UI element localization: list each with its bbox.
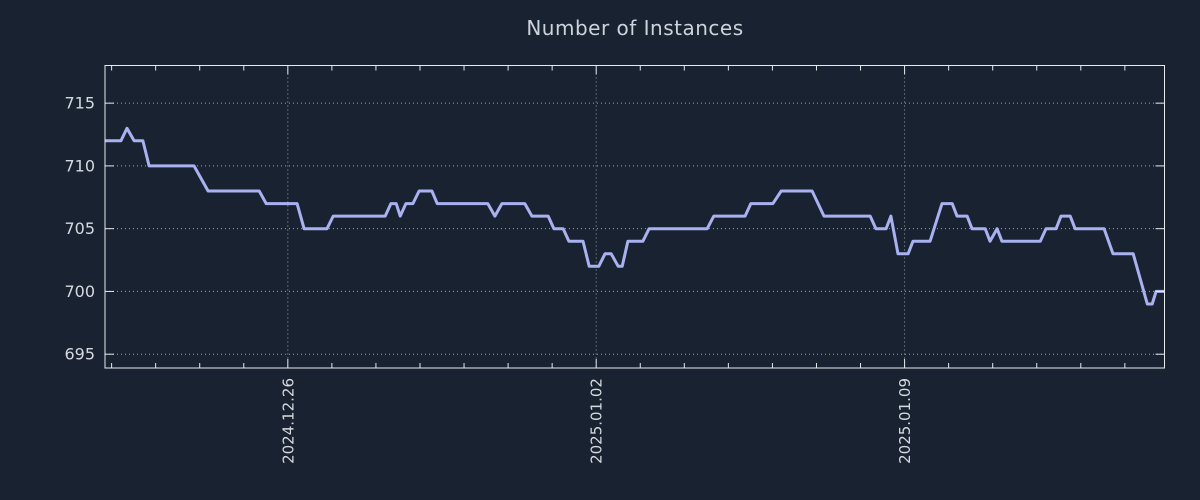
y-tick-labels: 695 700 705 710 715: [64, 94, 95, 364]
x-tick-labels: 2024.12.26 2025.01.02 2025.01.09: [279, 378, 914, 464]
gridlines: [105, 65, 1165, 368]
svg-text:715: 715: [64, 94, 95, 113]
svg-text:2025.01.02: 2025.01.02: [588, 378, 606, 464]
axis-frame: [104, 65, 1165, 369]
svg-text:710: 710: [64, 156, 95, 175]
svg-text:2025.01.09: 2025.01.09: [896, 378, 914, 464]
svg-text:695: 695: [64, 345, 95, 364]
data-line-instances: [105, 126, 1165, 306]
svg-text:705: 705: [64, 219, 95, 238]
svg-text:700: 700: [64, 282, 95, 301]
chart-title: Number of Instances: [526, 16, 744, 40]
svg-text:2024.12.26: 2024.12.26: [279, 378, 297, 464]
